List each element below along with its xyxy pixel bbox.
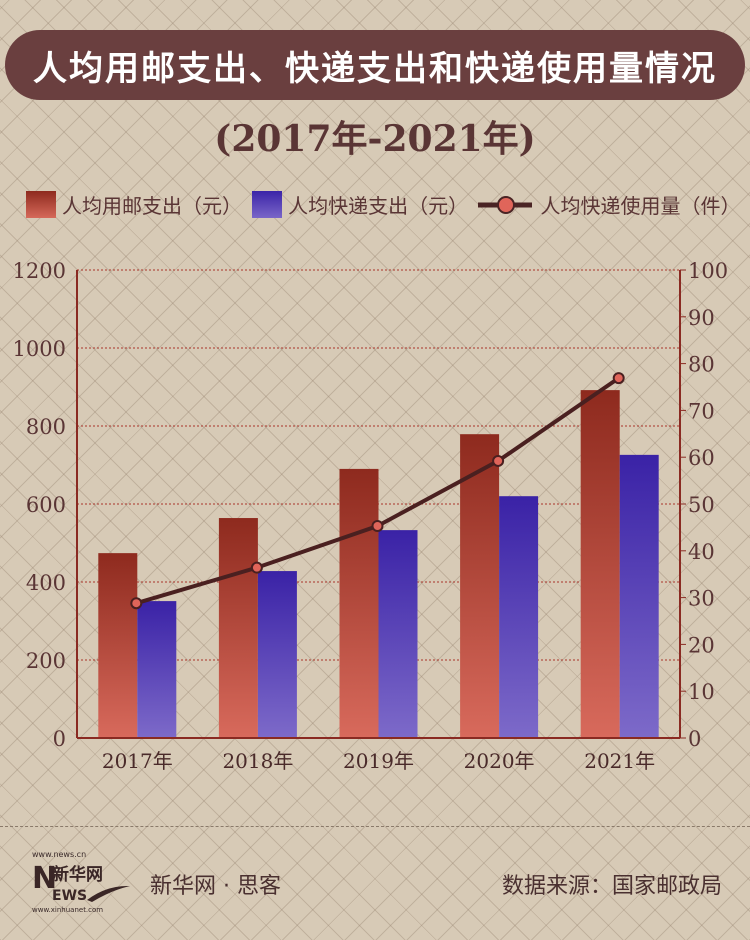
right-tick-label: 90	[688, 306, 715, 330]
legend-label: 人均用邮支出（元）	[62, 194, 242, 218]
x-tick-label: 2019年	[343, 749, 414, 773]
bar-postal-2019年	[339, 468, 379, 738]
left-tick-label: 400	[26, 571, 66, 595]
x-tick-label: 2017年	[102, 749, 173, 773]
bar-express-2019年	[378, 530, 418, 738]
legend-swatch	[26, 191, 56, 218]
legend-swatch	[252, 191, 283, 218]
bar-postal-2021年	[580, 390, 620, 738]
usage-point-2021年	[612, 372, 625, 385]
x-tick-label: 2020年	[464, 749, 535, 773]
legend-label: 人均快递使用量（件）	[540, 194, 741, 218]
left-tick-label: 1200	[13, 259, 66, 283]
right-tick-label: 70	[688, 399, 715, 423]
right-tick-label: 40	[688, 540, 715, 564]
bar-postal-2020年	[460, 434, 500, 738]
page-title: 人均用邮支出、快递支出和快递使用量情况	[33, 48, 717, 89]
right-tick-label: 80	[688, 353, 715, 377]
right-tick-label: 20	[688, 633, 715, 657]
left-tick-label: 600	[26, 493, 66, 517]
svg-text:www.news.cn: www.news.cn	[32, 850, 86, 859]
svg-text:N: N	[32, 861, 57, 896]
right-tick-label: 100	[688, 259, 728, 283]
usage-point-2017年	[130, 597, 143, 610]
svg-text:新华网: 新华网	[52, 864, 103, 885]
bar-express-2021年	[619, 454, 659, 738]
usage-point-2019年	[371, 519, 384, 532]
bar-express-2020年	[499, 496, 539, 738]
left-tick-label: 800	[26, 415, 66, 439]
legend: 人均用邮支出（元） 人均快递支出（元） 人均快递使用量（件）	[26, 190, 750, 219]
usage-point-2018年	[250, 561, 263, 574]
bar-express-2018年	[257, 571, 297, 738]
usage-point-2020年	[492, 454, 505, 467]
bar-postal-2018年	[218, 518, 258, 738]
left-tick-label: 200	[26, 649, 66, 673]
bar-express-2017年	[137, 601, 177, 738]
legend-item-express: 人均快递支出（元）	[252, 190, 469, 219]
legend-item-postal: 人均用邮支出（元）	[26, 190, 242, 219]
right-tick-label: 50	[688, 493, 715, 517]
data-source: 数据来源：国家邮政局	[501, 874, 722, 899]
legend-item-usage: 人均快递使用量（件）	[478, 190, 741, 219]
x-tick-label: 2018年	[222, 749, 293, 773]
brand-label: 新华网 · 思客	[150, 874, 281, 899]
legend-line-marker	[478, 195, 533, 214]
right-tick-label: 10	[688, 680, 715, 704]
svg-text:www.xinhuanet.com: www.xinhuanet.com	[32, 906, 103, 914]
left-tick-label: 1000	[13, 337, 66, 361]
svg-text:EWS: EWS	[52, 888, 87, 904]
title-banner: 人均用邮支出、快递支出和快递使用量情况	[5, 30, 745, 100]
left-tick-label: 0	[53, 727, 66, 751]
chart: 0 200 400 600 800 1000 1200 0 10 20 30 40 50 60 70 80 90…	[13, 259, 729, 773]
right-tick-label: 0	[688, 727, 701, 751]
right-tick-label: 30	[688, 587, 715, 611]
right-tick-label: 60	[688, 446, 715, 470]
page-subtitle: (2017年-2021年)	[214, 118, 536, 160]
legend-label: 人均快递支出（元）	[288, 194, 469, 218]
divider	[0, 826, 750, 827]
xinhua-logo: www.news.cn N 新华网 EWS www.xinhuanet.com	[32, 850, 130, 914]
x-tick-label: 2021年	[584, 749, 655, 773]
bar-postal-2017年	[98, 553, 138, 738]
